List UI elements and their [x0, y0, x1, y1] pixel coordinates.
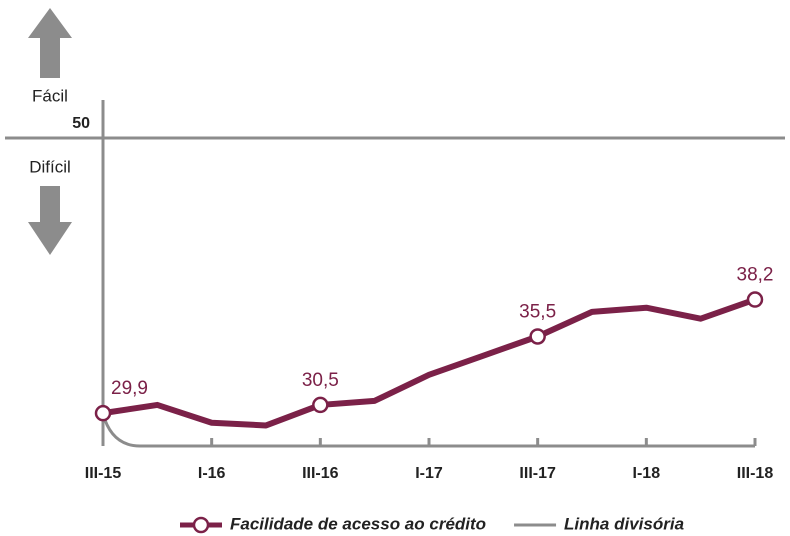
series-line [102, 296, 756, 429]
legend-label: Linha divisória [564, 514, 684, 533]
x-tick-label: III-15 [85, 465, 122, 482]
legend-label: Facilidade de acesso ao crédito [230, 514, 486, 533]
up-arrow [28, 8, 72, 78]
annotation: Difícil [29, 157, 71, 176]
legend-marker [192, 516, 210, 534]
x-tick-label: I-18 [633, 465, 661, 482]
data-label: 35,5 [519, 302, 556, 323]
data-label: 29,9 [111, 378, 148, 399]
x-tick-label: I-17 [415, 465, 443, 482]
x-tick-label: III-16 [302, 465, 339, 482]
data-label: 38,2 [737, 265, 774, 286]
point-marker [94, 404, 112, 422]
data-label: 30,5 [302, 370, 339, 391]
x-tick-label: III-17 [519, 465, 556, 482]
down-arrow [28, 186, 72, 255]
annotation: Fácil [32, 86, 68, 105]
point-marker [529, 328, 546, 345]
point-marker [312, 396, 329, 414]
x-tick-label: III-18 [737, 465, 774, 482]
point-marker [746, 291, 764, 308]
x-tick-label: I-16 [198, 465, 226, 482]
y-tick-label: 50 [72, 115, 90, 132]
